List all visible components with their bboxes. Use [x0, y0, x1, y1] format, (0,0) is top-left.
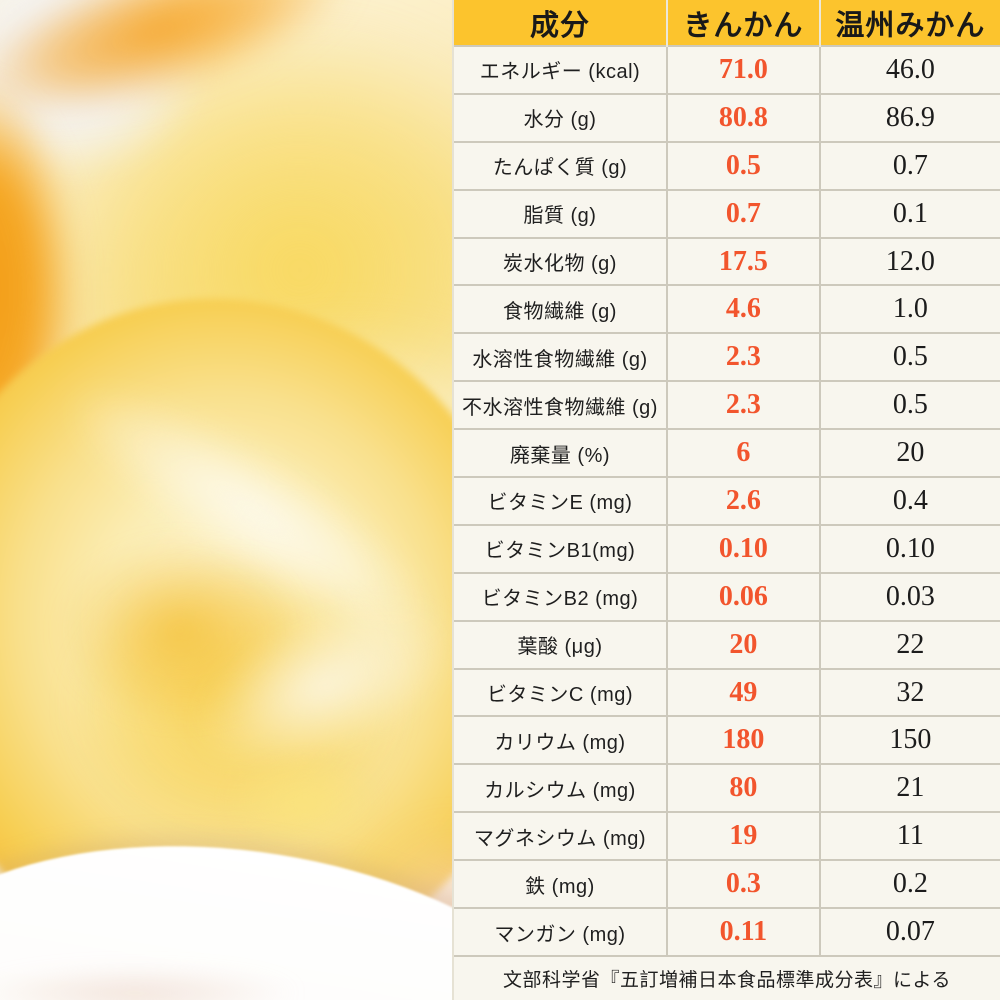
kinkan-value: 0.10: [665, 523, 820, 573]
col-header-component: 成分: [454, 0, 667, 46]
nutrient-label: 食物繊維 (g): [454, 284, 667, 334]
mikan-value: 0.10: [818, 523, 1000, 573]
mikan-value: 0.4: [818, 476, 1000, 525]
nutrient-label: ビタミンE (mg): [454, 476, 667, 525]
nutrient-label: ビタミンB2 (mg): [454, 571, 667, 621]
nutrition-panel: 成分 きんかん 温州みかん エネルギー (kcal) 71.0 46.0 水分 …: [452, 0, 1000, 1000]
kinkan-value: 17.5: [665, 236, 820, 286]
nutrient-label: ビタミンC (mg): [454, 667, 667, 717]
kinkan-value: 2.6: [665, 476, 820, 525]
table-row: 葉酸 (μg) 20 22: [454, 619, 1000, 669]
kinkan-value: 2.3: [665, 380, 820, 430]
table-row: 不水溶性食物繊維 (g) 2.3 0.5: [454, 380, 1000, 430]
kinkan-value: 4.6: [665, 284, 820, 334]
mikan-value: 32: [818, 667, 1000, 717]
table-row: 鉄 (mg) 0.3 0.2: [454, 859, 1000, 909]
juice-glisten: [225, 755, 385, 850]
table-row: 炭水化物 (g) 17.5 12.0: [454, 236, 1000, 286]
table-row: カリウム (mg) 180 150: [454, 715, 1000, 765]
mikan-value: 150: [818, 715, 1000, 765]
kinkan-value: 20: [665, 619, 820, 669]
table-row: マグネシウム (mg) 19 11: [454, 811, 1000, 861]
kinkan-value: 0.5: [665, 140, 820, 190]
mikan-value: 12.0: [818, 236, 1000, 286]
mikan-value: 0.7: [818, 140, 1000, 190]
mikan-value: 46.0: [818, 45, 1000, 94]
footer-row: 文部科学省『五訂増補日本食品標準成分表』による: [454, 955, 1000, 1000]
col-header-kinkan: きんかん: [665, 0, 820, 46]
table-row: たんぱく質 (g) 0.5 0.7: [454, 140, 1000, 190]
kinkan-value: 71.0: [665, 45, 820, 94]
col-header-mikan: 温州みかん: [818, 0, 1000, 46]
kinkan-value: 180: [665, 715, 820, 765]
nutrient-label: 炭水化物 (g): [454, 236, 667, 286]
nutrient-label: カルシウム (mg): [454, 763, 667, 813]
nutrient-label: 廃棄量 (%): [454, 428, 667, 478]
nutrient-label: ビタミンB1(mg): [454, 523, 667, 573]
mikan-value: 0.5: [818, 380, 1000, 430]
mikan-value: 0.5: [818, 332, 1000, 382]
kinkan-value: 0.7: [665, 188, 820, 238]
nutrient-label: 不水溶性食物繊維 (g): [454, 380, 667, 430]
table-row: エネルギー (kcal) 71.0 46.0: [454, 45, 1000, 94]
kinkan-value: 0.06: [665, 571, 820, 621]
mikan-value: 86.9: [818, 92, 1000, 142]
nutrient-label: マンガン (mg): [454, 907, 667, 956]
nutrient-label: 水溶性食物繊維 (g): [454, 332, 667, 382]
table-row: マンガン (mg) 0.11 0.07: [454, 907, 1000, 956]
nutrition-table: 成分 きんかん 温州みかん エネルギー (kcal) 71.0 46.0 水分 …: [454, 0, 1000, 1000]
kinkan-value: 80.8: [665, 92, 820, 142]
kinkan-value: 2.3: [665, 332, 820, 382]
kinkan-value: 0.11: [665, 907, 820, 956]
table-row: ビタミンB1(mg) 0.10 0.10: [454, 523, 1000, 573]
mikan-value: 20: [818, 428, 1000, 478]
kinkan-value: 19: [665, 811, 820, 861]
mikan-value: 11: [818, 811, 1000, 861]
mikan-value: 22: [818, 619, 1000, 669]
table-row: ビタミンE (mg) 2.6 0.4: [454, 476, 1000, 525]
header-row: 成分 きんかん 温州みかん: [454, 0, 1000, 46]
table-row: 食物繊維 (g) 4.6 1.0: [454, 284, 1000, 334]
kinkan-value: 49: [665, 667, 820, 717]
table-row: カルシウム (mg) 80 21: [454, 763, 1000, 813]
kinkan-value: 0.3: [665, 859, 820, 909]
nutrient-label: 葉酸 (μg): [454, 619, 667, 669]
nutrient-label: 鉄 (mg): [454, 859, 667, 909]
table-row: 水分 (g) 80.8 86.9: [454, 92, 1000, 142]
nutrient-label: エネルギー (kcal): [454, 45, 667, 94]
nutrient-label: カリウム (mg): [454, 715, 667, 765]
table-row: ビタミンB2 (mg) 0.06 0.03: [454, 571, 1000, 621]
table-row: ビタミンC (mg) 49 32: [454, 667, 1000, 717]
mikan-value: 0.1: [818, 188, 1000, 238]
source-note: 文部科学省『五訂増補日本食品標準成分表』による: [454, 955, 1000, 1000]
mikan-value: 21: [818, 763, 1000, 813]
mikan-value: 1.0: [818, 284, 1000, 334]
nutrient-label: 脂質 (g): [454, 188, 667, 238]
kumquat-photo: [0, 0, 452, 1000]
nutrient-label: 水分 (g): [454, 92, 667, 142]
mikan-value: 0.03: [818, 571, 1000, 621]
kinkan-value: 6: [665, 428, 820, 478]
table-row: 脂質 (g) 0.7 0.1: [454, 188, 1000, 238]
nutrient-label: マグネシウム (mg): [454, 811, 667, 861]
mikan-value: 0.2: [818, 859, 1000, 909]
table-row: 水溶性食物繊維 (g) 2.3 0.5: [454, 332, 1000, 382]
mikan-value: 0.07: [818, 907, 1000, 956]
kinkan-value: 80: [665, 763, 820, 813]
table-row: 廃棄量 (%) 6 20: [454, 428, 1000, 478]
nutrient-label: たんぱく質 (g): [454, 140, 667, 190]
